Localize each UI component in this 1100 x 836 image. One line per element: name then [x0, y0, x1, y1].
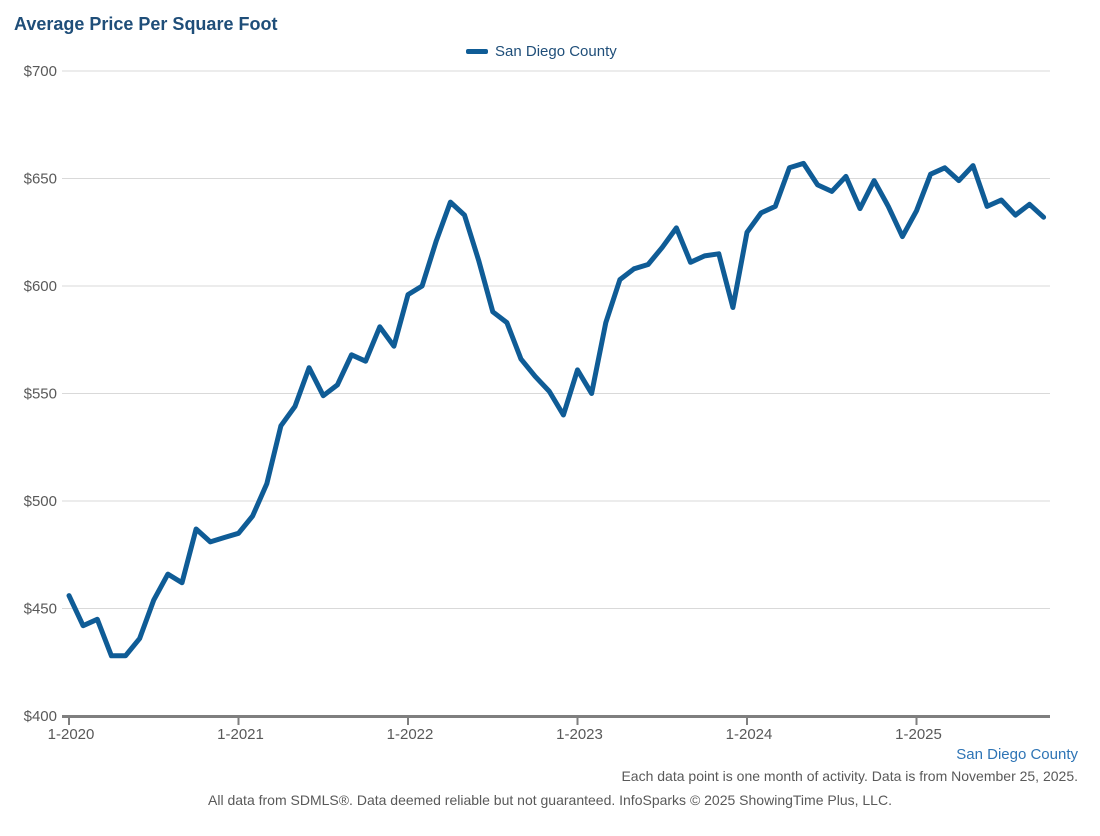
y-axis-label: $500 [24, 493, 57, 510]
x-axis-label: 1-2025 [895, 726, 942, 743]
x-axis-label: 1-2023 [556, 726, 603, 743]
y-axis-label: $400 [24, 708, 57, 725]
y-axis-label: $550 [24, 386, 57, 403]
legend-line-swatch [466, 49, 488, 54]
footer-disclaimer: All data from SDMLS®. Data deemed reliab… [208, 792, 892, 808]
x-axis-label: 1-2024 [726, 726, 773, 743]
x-axis-label: 1-2021 [217, 726, 264, 743]
y-axis-label: $450 [24, 601, 57, 618]
y-axis-labels-group: $400 $450 $500 $550 $600 $650 $700 [24, 63, 57, 725]
legend: San Diego County [466, 43, 617, 60]
x-axis-label: 1-2022 [387, 726, 434, 743]
footer-series-label: San Diego County [956, 746, 1078, 763]
price-line [66, 160, 1047, 659]
y-axis-label: $700 [24, 63, 57, 80]
legend-label: San Diego County [495, 43, 617, 60]
gridlines-group [62, 70, 1050, 609]
y-axis-label: $600 [24, 278, 57, 295]
footer-note: Each data point is one month of activity… [621, 768, 1078, 784]
series-group [66, 160, 1047, 659]
y-axis-label: $650 [24, 171, 57, 188]
x-axis-group: 1-2020 1-2021 1-2022 1-2023 1-2024 1-2025 [48, 715, 1050, 743]
chart-title: Average Price Per Square Foot [14, 14, 278, 34]
x-axis-label: 1-2020 [48, 726, 95, 743]
